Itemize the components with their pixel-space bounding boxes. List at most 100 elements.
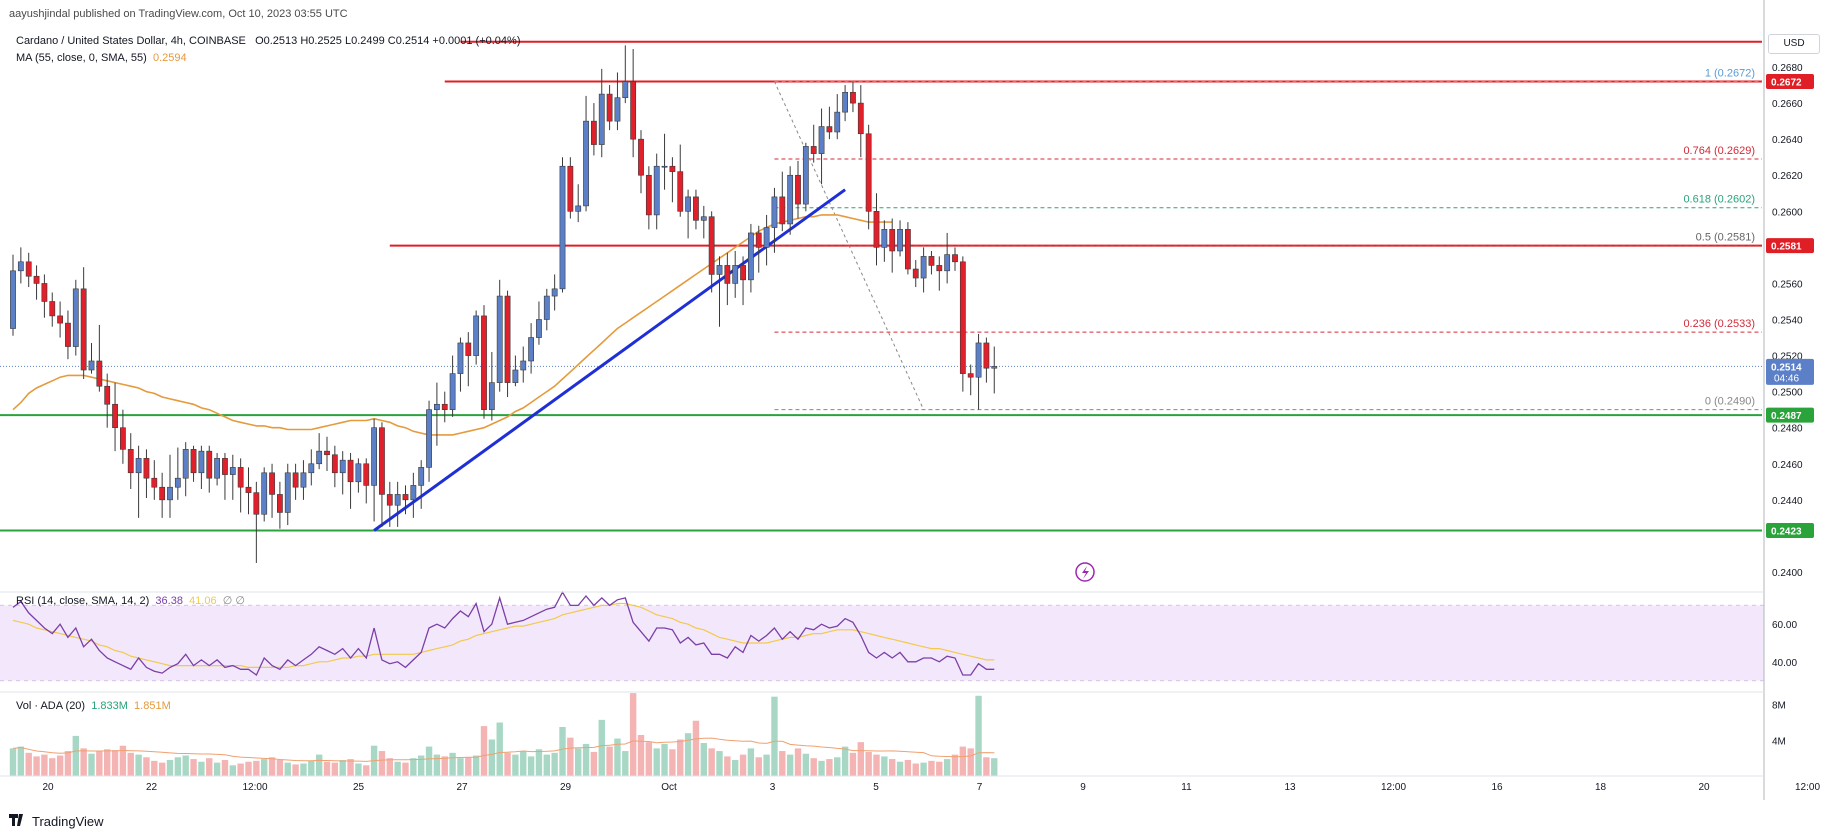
candle xyxy=(975,333,982,410)
candle-body xyxy=(975,342,982,378)
candle xyxy=(708,211,715,293)
volume-bar xyxy=(692,720,700,776)
volume-bar xyxy=(378,751,386,776)
candle xyxy=(418,460,425,509)
volume-bar xyxy=(951,754,959,776)
candle-body xyxy=(944,254,951,272)
volume-bar xyxy=(80,748,87,776)
alert-icon[interactable] xyxy=(1075,562,1095,582)
candle-body xyxy=(959,261,966,374)
volume-bar xyxy=(567,737,574,776)
candle-body xyxy=(708,216,715,275)
volume-bar xyxy=(645,742,653,776)
time-tick-label: 27 xyxy=(456,782,468,793)
volume-bar xyxy=(465,757,472,776)
candle-body xyxy=(904,229,911,270)
candle-body xyxy=(473,315,480,356)
price-tick-label: 0.2540 xyxy=(1772,316,1803,327)
price-tick-label: 0.2480 xyxy=(1772,424,1803,435)
volume-bar xyxy=(755,757,762,776)
rsi-tick-label: 40.00 xyxy=(1772,658,1797,669)
candle xyxy=(269,463,275,518)
volume-bar xyxy=(41,754,48,776)
candle xyxy=(512,355,519,387)
volume-bar xyxy=(253,760,260,776)
volume-bar xyxy=(190,759,197,776)
candle xyxy=(920,247,927,293)
fib-diagonal xyxy=(773,81,925,410)
candle xyxy=(426,400,432,482)
volume-bar xyxy=(49,758,56,776)
volume-bar xyxy=(308,760,315,776)
volume-ma-line xyxy=(12,737,995,762)
candle-body xyxy=(379,427,385,495)
volume-bar xyxy=(9,748,17,776)
candle-body xyxy=(418,467,425,486)
candle xyxy=(143,449,150,499)
candle xyxy=(127,433,134,490)
candle xyxy=(355,458,362,493)
volume-bar xyxy=(111,750,119,776)
candle-body xyxy=(339,459,346,474)
candle-body xyxy=(920,256,927,279)
candle-body xyxy=(269,472,275,495)
candle xyxy=(339,451,346,495)
candle xyxy=(857,85,864,158)
time-tick-label: 3 xyxy=(770,782,776,793)
price-tick-label: 0.2660 xyxy=(1772,99,1803,110)
volume-bar xyxy=(221,759,229,776)
currency-button[interactable]: USD xyxy=(1768,34,1820,54)
time-tick-label: 12:00 xyxy=(1381,782,1406,793)
volume-bar xyxy=(143,757,150,776)
candle-body xyxy=(685,196,691,212)
volume-bar xyxy=(229,765,236,776)
volume-bar xyxy=(732,759,739,776)
candle xyxy=(57,301,63,338)
time-tick-label: 9 xyxy=(1080,782,1086,793)
volume-bar xyxy=(920,762,927,776)
volume-bar xyxy=(622,751,629,776)
volume-bar xyxy=(441,756,448,776)
candle-body xyxy=(606,93,613,122)
volume-bars xyxy=(9,693,998,776)
candle xyxy=(520,346,527,383)
candle-body xyxy=(261,472,268,515)
volume-bar xyxy=(802,753,810,776)
candle-body xyxy=(17,261,24,272)
volume-bar xyxy=(355,763,362,776)
candle-body xyxy=(355,463,362,483)
fibonacci-retracement[interactable]: 1 (0.2672) 0.764 (0.2629) 0.618 (0.2602) 0.… xyxy=(773,67,1762,411)
candle xyxy=(528,323,534,374)
candle-body xyxy=(198,450,205,474)
candle-body xyxy=(104,385,111,405)
candle xyxy=(724,252,731,306)
volume-bar xyxy=(480,726,488,776)
volume-bar xyxy=(292,764,299,776)
candle-body xyxy=(928,256,935,266)
candle xyxy=(488,351,495,421)
candle xyxy=(959,256,966,392)
candle-body xyxy=(433,403,440,410)
candle xyxy=(622,45,629,104)
volume-bar xyxy=(56,755,64,776)
candle xyxy=(755,225,762,273)
candle xyxy=(112,382,118,452)
fib-level-label: 0.618 (0.2602) xyxy=(1683,194,1755,206)
volume-bar xyxy=(245,761,252,776)
candle xyxy=(928,250,935,275)
candle-body xyxy=(331,454,338,474)
price-tag-box xyxy=(1766,407,1814,423)
volume-ma-value: 1.851M xyxy=(134,700,171,712)
time-tick-label: 22 xyxy=(146,782,158,793)
time-tick-label: 13 xyxy=(1284,782,1296,793)
price-tick-label: 0.2520 xyxy=(1772,352,1803,363)
fib-level-label: 0.236 (0.2533) xyxy=(1683,318,1755,330)
volume-bar xyxy=(119,745,127,776)
candle-body xyxy=(143,458,150,479)
candle xyxy=(449,355,456,417)
candle xyxy=(732,250,739,298)
candle-body xyxy=(41,283,48,302)
volume-bar xyxy=(17,746,25,776)
volume-bar xyxy=(700,743,707,776)
